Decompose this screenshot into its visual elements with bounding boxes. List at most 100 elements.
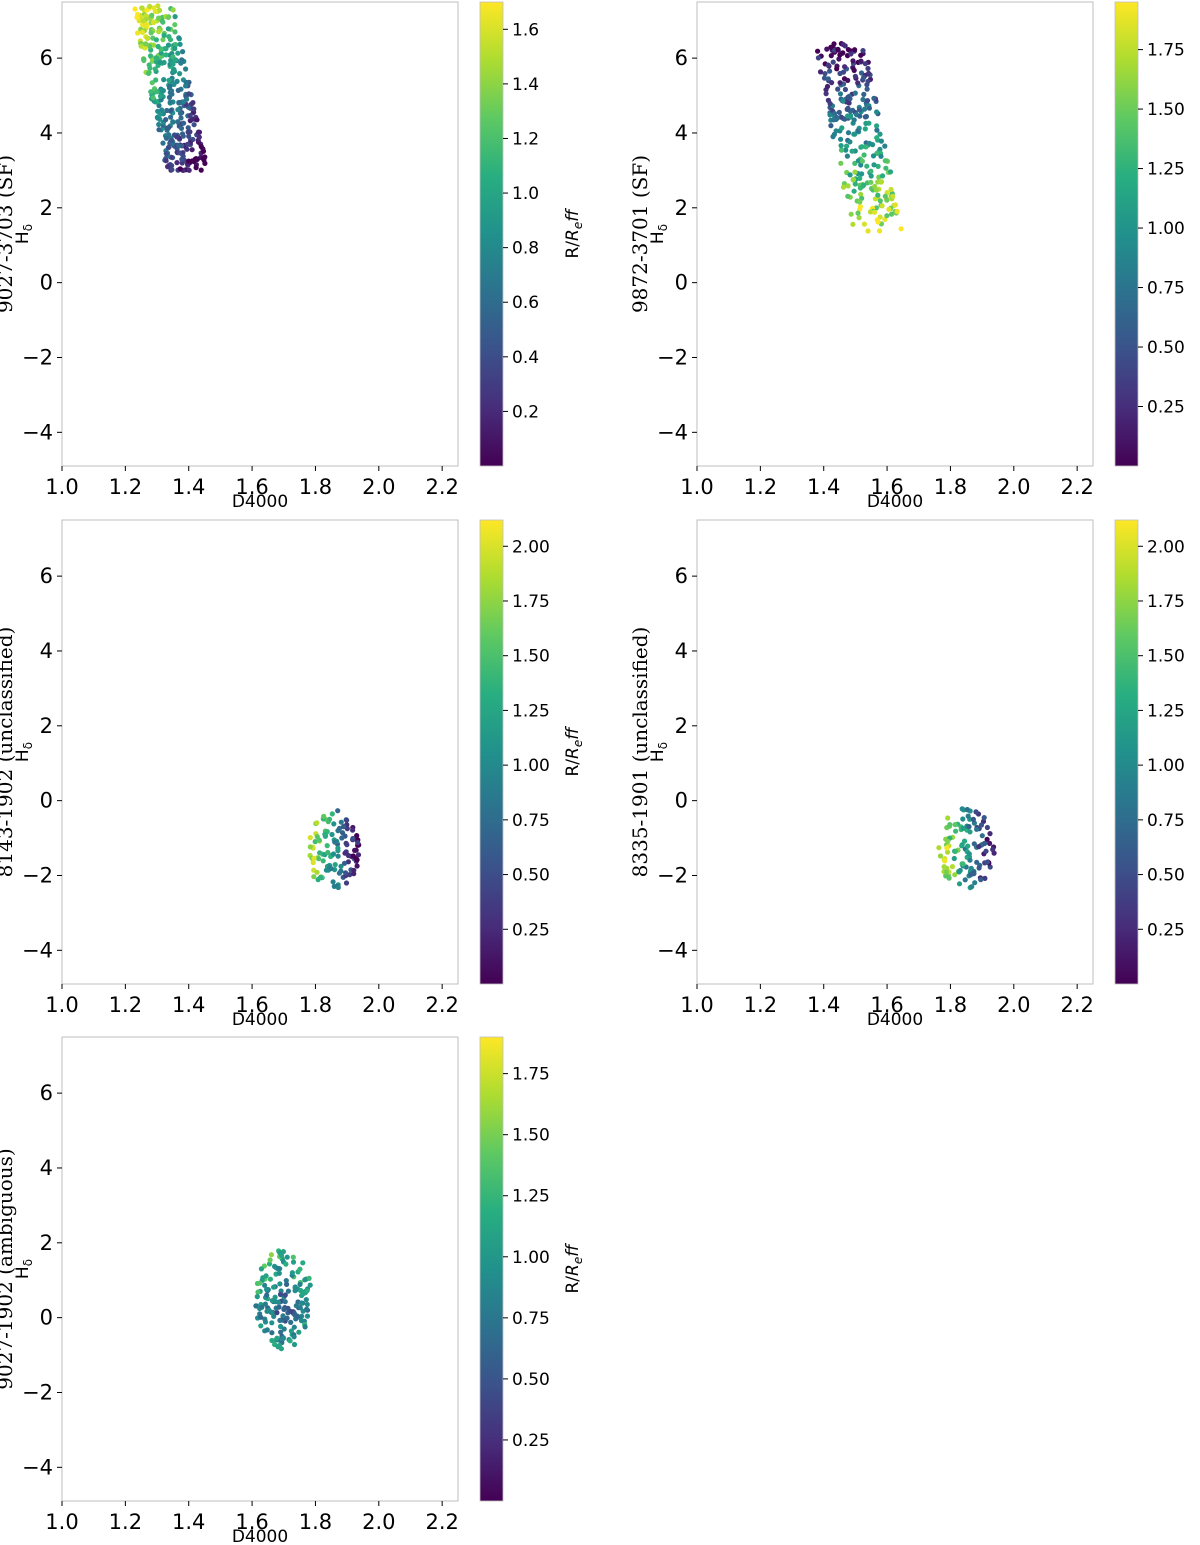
- data-point: [856, 215, 862, 221]
- x-tick-label: 1.8: [299, 475, 332, 499]
- data-point: [827, 112, 833, 118]
- data-point: [258, 1266, 264, 1272]
- data-point: [164, 107, 170, 114]
- colorbar-tick-label: 0.50: [1147, 338, 1185, 358]
- data-point: [276, 1342, 282, 1349]
- data-point: [831, 131, 838, 137]
- data-point: [354, 833, 360, 839]
- data-point: [944, 869, 950, 875]
- colorbar-tick-label: 0.50: [512, 866, 550, 886]
- colorbar-tick-label: 1.75: [1147, 592, 1185, 612]
- data-point: [283, 1278, 289, 1284]
- data-point: [253, 1303, 259, 1309]
- data-point: [959, 806, 965, 812]
- y-tick-label: 0: [40, 1306, 53, 1330]
- x-tick-label: 1.2: [109, 475, 142, 499]
- data-point: [174, 78, 180, 84]
- colorbar-tick-label: 0.75: [512, 1309, 550, 1329]
- data-point: [847, 172, 853, 178]
- colorbar-tick-label: 0.75: [512, 811, 550, 831]
- x-tick-label: 1.6: [235, 1510, 268, 1534]
- data-point: [966, 824, 972, 830]
- data-point: [887, 169, 894, 175]
- data-point: [175, 119, 181, 125]
- data-point: [863, 120, 869, 126]
- data-point: [277, 1317, 283, 1323]
- data-point: [850, 58, 856, 64]
- subplot-5: 1.0 1.2 1.4 1.6 1.8 2.0 2.2−4−20246D4000Hδ9027…: [0, 1036, 585, 1545]
- data-point: [165, 42, 172, 48]
- data-point: [185, 125, 191, 131]
- data-point: [151, 5, 157, 11]
- data-point: [894, 208, 900, 214]
- data-point: [191, 106, 197, 112]
- y-tick-label: −2: [22, 345, 53, 369]
- colorbar-label: R/Reff: [563, 208, 585, 259]
- x-tick-label: 2.2: [425, 993, 458, 1017]
- data-point: [350, 835, 356, 842]
- data-point: [868, 179, 874, 185]
- data-point: [285, 1288, 291, 1294]
- data-point: [282, 1299, 288, 1305]
- data-point: [873, 205, 880, 211]
- data-point: [160, 88, 166, 94]
- data-point: [174, 134, 180, 140]
- data-point: [267, 1257, 273, 1263]
- data-point: [838, 143, 844, 149]
- x-axis-label: D4000: [867, 492, 923, 512]
- data-point: [266, 1307, 272, 1313]
- y-tick-label: 6: [675, 564, 688, 588]
- data-point: [898, 226, 904, 232]
- colorbar-tick-label: 1.00: [512, 1248, 550, 1268]
- data-point: [830, 59, 836, 65]
- data-point: [323, 867, 329, 873]
- data-point: [866, 105, 873, 111]
- colorbar-tick-label: 0.25: [1147, 920, 1185, 940]
- data-point: [845, 183, 851, 189]
- data-point: [298, 1300, 304, 1306]
- x-tick-label: 1.4: [172, 993, 205, 1017]
- data-point: [314, 869, 320, 875]
- data-point: [259, 1304, 265, 1310]
- y-tick-label: 2: [675, 714, 688, 738]
- colorbar: [1114, 519, 1139, 985]
- data-point: [274, 1310, 280, 1316]
- data-point: [329, 831, 335, 838]
- y-tick-label: −4: [22, 938, 53, 962]
- data-point: [351, 867, 357, 873]
- data-point: [165, 26, 171, 32]
- data-point: [144, 35, 151, 42]
- data-point: [331, 821, 337, 827]
- data-point: [878, 138, 885, 144]
- data-point: [822, 71, 828, 77]
- data-point: [837, 80, 843, 86]
- data-point: [843, 147, 849, 153]
- data-point: [355, 840, 361, 846]
- data-point: [141, 57, 147, 64]
- data-point: [288, 1319, 294, 1325]
- data-point: [860, 96, 866, 103]
- data-point: [276, 1270, 282, 1276]
- y-tick-label: 6: [40, 46, 53, 70]
- data-point: [149, 80, 155, 86]
- x-tick-label: 2.0: [362, 993, 395, 1017]
- data-point: [828, 44, 834, 50]
- data-point: [155, 3, 161, 9]
- data-point: [198, 144, 204, 150]
- data-point: [335, 884, 341, 891]
- x-tick-label: 1.4: [172, 475, 205, 499]
- data-point: [878, 153, 884, 159]
- data-point: [862, 106, 868, 112]
- data-point: [154, 89, 160, 95]
- data-point: [189, 147, 195, 153]
- data-point: [960, 816, 966, 822]
- data-point: [882, 158, 888, 164]
- data-point: [302, 1277, 308, 1283]
- data-point: [817, 69, 824, 75]
- data-point: [271, 1313, 277, 1319]
- data-point: [294, 1313, 300, 1319]
- data-point: [840, 98, 846, 104]
- data-point: [289, 1270, 295, 1276]
- data-point: [827, 101, 833, 107]
- data-point: [172, 14, 178, 20]
